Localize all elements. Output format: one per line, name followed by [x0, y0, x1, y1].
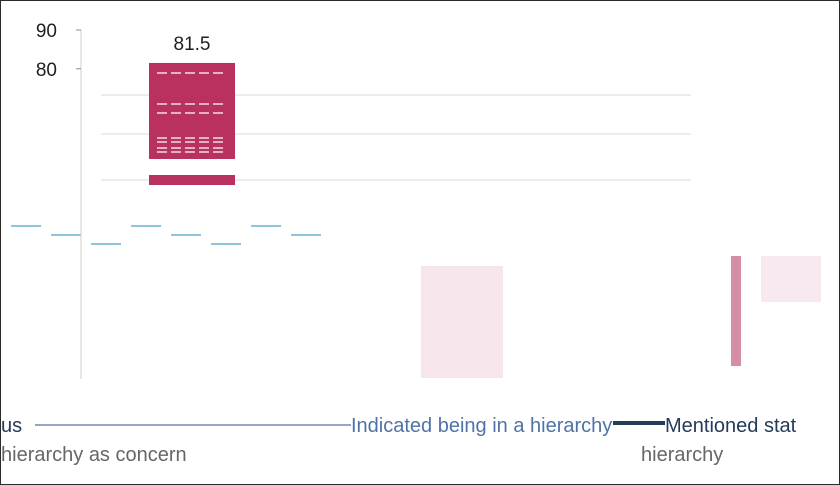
legend-text-2: Indicated being in a hierarchy: [351, 415, 612, 437]
data-labels: 81.5: [174, 34, 211, 55]
bars: [149, 62, 821, 378]
bar-fragment: [149, 175, 235, 185]
legend-text-1: us: [1, 415, 22, 437]
data-label: 81.5: [174, 34, 211, 55]
legend: us Indicated being in a hierarchy Mentione…: [1, 415, 797, 466]
legend-swatch-3: [613, 421, 665, 425]
y-axis: 80 90: [36, 21, 82, 379]
ghost-bar: [421, 266, 503, 378]
y-tick-label: 90: [36, 21, 57, 42]
bar: [149, 62, 235, 159]
ghost-bar-edge: [731, 256, 741, 366]
ghost-bar: [761, 256, 821, 302]
legend-text-4: hierarchy as concern: [1, 444, 187, 466]
legend-text-3: Mentioned stat: [665, 415, 797, 437]
gridlines: [11, 94, 691, 245]
y-tick-label: 80: [36, 60, 57, 81]
legend-text-5: hierarchy: [641, 444, 723, 466]
